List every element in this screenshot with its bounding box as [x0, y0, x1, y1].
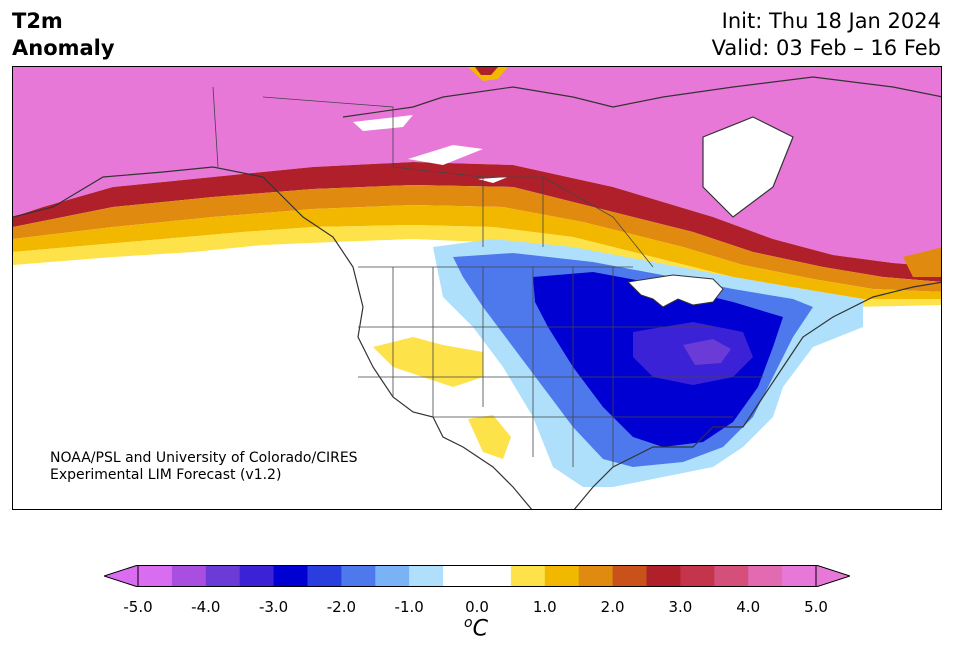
white-patch-1	[353, 115, 413, 131]
init-date: Init: Thu 18 Jan 2024	[721, 9, 941, 33]
colorbar-segment	[510, 565, 546, 587]
warm-band-orange	[13, 185, 941, 292]
white-patch-hudson	[703, 117, 793, 217]
colorbar-tick-label: -2.0	[326, 598, 357, 616]
colorbar-segment	[205, 565, 241, 587]
anomaly-map: NOAA/PSL and University of Colorado/CIRE…	[12, 66, 942, 510]
colorbar-tick-label: -1.0	[394, 598, 424, 616]
colorbar-unit: oC	[464, 615, 488, 641]
colorbar-frame	[137, 565, 817, 587]
greenland-hotspot-red	[475, 67, 498, 75]
colorbar-segment	[544, 565, 580, 587]
colorbar	[104, 565, 850, 587]
colorbar-tick-label: 2.0	[600, 598, 625, 616]
title-line-1: T2m	[12, 9, 63, 33]
mexico-warm-blob	[468, 415, 511, 459]
unit-letter: C	[472, 616, 488, 642]
colorbar-segment	[748, 565, 783, 587]
map-svg	[13, 67, 941, 509]
unit-degree: o	[464, 615, 473, 631]
credit-line-2: Experimental LIM Forecast (v1.2)	[50, 467, 282, 483]
east-canada-hotspot	[903, 247, 941, 277]
colorbar-segment	[171, 565, 207, 587]
credit-line-1: NOAA/PSL and University of Colorado/CIRE…	[50, 450, 358, 466]
colorbar-segment	[341, 565, 376, 587]
white-patch-3	[478, 177, 508, 183]
colorbar-segment	[646, 565, 681, 587]
warm-band-light-yellow	[13, 225, 941, 307]
colorbar-segment	[443, 565, 478, 587]
title-line-2: Anomaly	[12, 36, 115, 60]
map-title: T2m Anomaly	[12, 8, 115, 62]
southwest-warm-blob	[373, 337, 483, 387]
colorbar-segment	[273, 565, 308, 587]
colorbar-segment	[477, 565, 512, 587]
colorbar-segment	[782, 565, 817, 587]
colorbar-segment	[612, 565, 647, 587]
cold-region-core-inner	[683, 339, 731, 365]
colorbar-segment	[307, 565, 342, 587]
colorbar-tick-label: 1.0	[532, 598, 557, 616]
colorbar-extend-high	[815, 565, 850, 587]
white-patch-2	[408, 145, 483, 165]
colorbar-tick-label: -3.0	[258, 598, 289, 616]
colorbar-extend-low	[104, 565, 139, 587]
forecast-dates: Init: Thu 18 Jan 2024 Valid: 03 Feb – 16…	[712, 8, 941, 62]
colorbar-tick-label: -5.0	[123, 598, 153, 616]
credit-text: NOAA/PSL and University of Colorado/CIRE…	[50, 450, 358, 484]
arctic-warm-region	[13, 67, 941, 267]
colorbar-tick-label: 4.0	[736, 598, 761, 616]
colorbar-segment	[239, 565, 275, 587]
colorbar-segment	[409, 565, 444, 587]
political-borders	[212, 86, 763, 467]
great-lakes	[626, 274, 724, 308]
colorbar-tick-label: 5.0	[804, 598, 828, 616]
valid-range: Valid: 03 Feb – 16 Feb	[711, 36, 941, 60]
colorbar-segment	[578, 565, 614, 587]
colorbar-tick-label: 3.0	[668, 598, 693, 616]
colorbar-segment	[680, 565, 715, 587]
colorbar-tick-label: -4.0	[191, 598, 221, 616]
warm-band-red	[13, 162, 941, 282]
coastlines	[13, 76, 941, 509]
colorbar-segment	[138, 565, 173, 587]
colorbar-segment	[714, 565, 749, 587]
colorbar-tick-label: 0.0	[465, 598, 489, 616]
colorbar-svg	[104, 565, 850, 587]
warm-band-yellow	[13, 205, 941, 299]
colorbar-segment	[375, 565, 410, 587]
